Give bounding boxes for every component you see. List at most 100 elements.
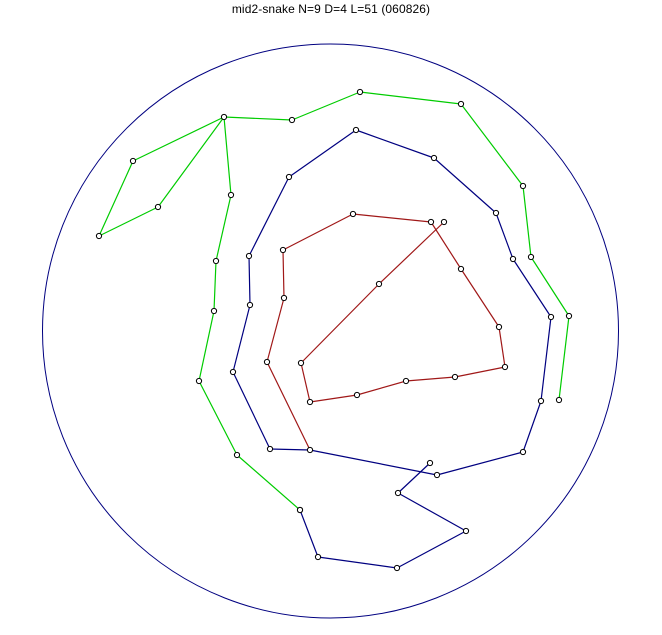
vertex-marker: [495, 323, 503, 331]
path-segment: [356, 380, 407, 396]
vertex-marker: [457, 100, 465, 108]
path-segment: [317, 556, 398, 569]
vertex-marker: [233, 451, 241, 459]
path-segment: [291, 91, 361, 121]
path-segment: [397, 492, 467, 532]
vertex-marker: [433, 471, 441, 479]
path-segment: [248, 255, 251, 306]
vertex-marker: [95, 232, 103, 240]
path-segment: [98, 160, 134, 237]
path-segment: [522, 400, 542, 453]
vertex-marker: [353, 391, 361, 399]
vertex-marker: [246, 301, 254, 309]
path-segment: [157, 116, 225, 208]
path-segment: [213, 260, 217, 312]
path-segment: [282, 213, 354, 251]
vertex-marker: [547, 313, 555, 321]
vertex-marker: [462, 527, 470, 535]
vertex-marker: [555, 396, 563, 404]
path-segment: [460, 268, 500, 328]
path-segment: [397, 462, 431, 494]
vertex-marker: [519, 182, 527, 190]
vertex-marker: [314, 553, 322, 561]
snake-segment-green-markers: [95, 88, 573, 514]
vertex-marker: [279, 246, 287, 254]
path-segment: [223, 116, 232, 196]
path-segment: [396, 530, 467, 569]
path-segment: [530, 256, 570, 317]
vertex-marker: [288, 116, 296, 124]
path-segment: [433, 157, 497, 214]
path-segment: [309, 449, 438, 476]
path-segment: [558, 315, 570, 401]
path-segment: [269, 448, 311, 451]
snake-segment-blue-markers: [229, 126, 555, 572]
path-segment: [460, 103, 524, 187]
vertex-marker: [154, 203, 162, 211]
path-segment: [300, 283, 380, 364]
vertex-marker: [210, 307, 218, 315]
path-segment: [132, 116, 225, 162]
vertex-marker: [349, 210, 357, 218]
vertex-marker: [263, 358, 271, 366]
domain-circle: [42, 43, 619, 619]
path-segment: [236, 454, 301, 511]
vertex-marker: [457, 265, 465, 273]
path-segment: [454, 366, 506, 378]
path-segment: [223, 116, 293, 121]
path-segment: [282, 249, 285, 299]
vertex-marker: [306, 398, 314, 406]
path-segment: [198, 380, 238, 456]
snake-segment-red: [266, 213, 506, 451]
vertex-marker: [195, 377, 203, 385]
path-segment: [232, 304, 251, 373]
vertex-marker: [519, 448, 527, 456]
vertex-marker: [430, 154, 438, 162]
vertex-marker: [266, 445, 274, 453]
path-segment: [495, 212, 514, 260]
path-segment: [232, 371, 271, 450]
vertex-marker: [537, 397, 545, 405]
vertex-marker: [356, 88, 364, 96]
vertex-marker: [427, 218, 435, 226]
vertex-marker: [426, 459, 434, 467]
path-segment: [98, 206, 159, 237]
vertex-marker: [565, 312, 573, 320]
vertex-marker: [492, 209, 500, 217]
vertex-marker: [375, 280, 383, 288]
vertex-marker: [212, 257, 220, 265]
path-segment: [436, 451, 524, 476]
vertex-marker: [220, 113, 228, 121]
path-segment: [215, 194, 232, 262]
path-segment: [405, 376, 456, 382]
path-segment: [498, 326, 506, 368]
snake-paths-layer: [98, 91, 570, 569]
path-segment: [266, 297, 285, 363]
vertex-marker: [245, 252, 253, 260]
vertex-markers-layer: [95, 88, 573, 572]
path-segment: [300, 362, 311, 403]
snake-segment-red-markers: [263, 210, 509, 406]
vertex-marker: [296, 506, 304, 514]
vertex-marker: [394, 489, 402, 497]
path-segment: [540, 316, 552, 402]
vertex-marker: [297, 359, 305, 367]
path-segment: [355, 129, 435, 159]
vertex-marker: [352, 126, 360, 134]
path-segment: [522, 185, 532, 258]
vertex-marker: [227, 191, 235, 199]
vertex-marker: [440, 218, 448, 226]
vertex-marker: [451, 373, 459, 381]
path-segment: [198, 310, 215, 382]
snake-segment-green: [98, 91, 570, 511]
vertex-marker: [501, 363, 509, 371]
path-segment: [378, 221, 445, 285]
figure-title: mid2-snake N=9 D=4 L=51 (060826): [231, 2, 431, 16]
snake-segment-blue: [232, 129, 552, 569]
vertex-marker: [509, 255, 517, 263]
path-segment: [299, 509, 319, 558]
path-segment: [352, 213, 432, 223]
vertex-marker: [129, 157, 137, 165]
